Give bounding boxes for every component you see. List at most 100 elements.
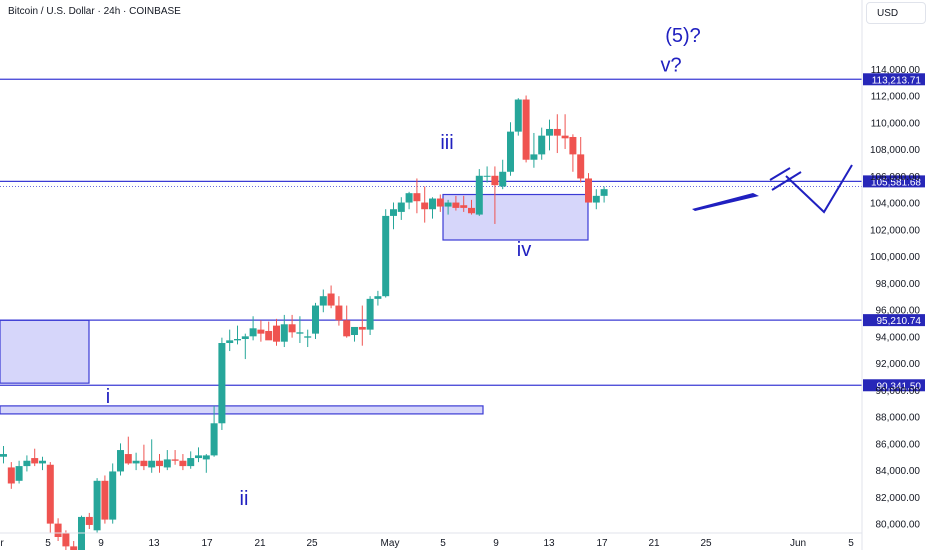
candle-body [171,459,179,461]
candle-body [288,324,296,333]
candle-body [304,336,312,338]
candle-body [397,202,405,212]
y-tick-label: 86,000.00 [876,439,921,450]
candle-body [101,480,109,520]
y-tick-label: 100,000.00 [870,252,920,263]
candle-body [475,175,483,215]
candle-body [109,471,117,520]
candle-body [460,205,468,208]
candle-body [23,460,31,467]
x-tick-label: 25 [306,538,318,549]
candle-body [436,198,444,207]
candle-body [273,325,280,342]
candle-body [187,458,195,467]
y-tick-label: 96,000.00 [876,306,921,317]
chart-title: Bitcoin / U.S. Dollar · 24h · COINBASE [8,6,181,17]
candle-body [312,305,319,334]
candle-body [553,128,561,136]
candle-body [507,131,514,172]
x-tick-label: 17 [596,538,608,549]
candle-body [546,128,553,136]
y-tick-label: 94,000.00 [876,332,921,343]
candle-body [592,195,600,203]
y-tick-label: 80,000.00 [876,520,921,531]
candle-body [561,135,569,139]
candle-body [296,332,304,334]
candle-body [343,320,351,337]
candle-body [39,460,46,464]
candle-body [514,99,522,132]
candle-body [210,423,218,456]
y-tick-label: 114,000.00 [871,65,921,76]
candle-body [452,202,460,208]
candle-body [468,207,475,214]
wedge-lower-line [771,171,802,191]
y-tick-label: 104,000.00 [870,199,920,210]
wave-label: ii [240,488,249,510]
x-tick-label: 25 [700,538,712,549]
candle-body [522,99,530,160]
candle-body [140,460,148,467]
candle-body [117,450,124,472]
candle-body [319,296,327,306]
price-level-label: 90,341.50 [877,381,922,392]
projection-arrow [692,193,759,211]
candle-body [0,454,7,457]
x-tick-label: 13 [148,538,160,549]
candle-body [483,175,491,177]
candle-body [46,464,54,524]
currency-selector[interactable]: USD [866,2,926,24]
candle-body [85,516,93,525]
candle-body [93,480,101,531]
candle-body [366,298,374,330]
candle-body [70,546,78,550]
candle-body [54,523,62,537]
price-level-tag [863,314,925,327]
candle-body [413,193,421,202]
candle-body [249,328,257,337]
wedge-upper-line [769,167,791,181]
candle-body [124,454,132,464]
x-tick-label: 5 [848,538,854,549]
candle-body [499,171,507,187]
candle-body [148,460,156,468]
wave-projection-path [785,164,853,214]
candle-body [600,189,608,196]
drawings-layer [692,164,853,214]
candle-body [358,326,366,330]
candle-body [390,209,397,216]
candle-body [31,458,39,464]
x-tick-label: 17 [201,538,213,549]
x-tick-label: 9 [98,538,104,549]
candle-body [335,305,343,321]
x-tick-label: 21 [254,538,266,549]
price-level-tag [863,73,925,86]
y-tick-label: 110,000.00 [871,118,921,129]
candle-body [234,339,241,341]
candle-body [491,175,499,186]
price-level-tag [863,379,925,392]
levels-layer: 113,213.71 105,581.68 95,210.74 90,341.50 [0,73,925,392]
y-tick-label: 82,000.00 [876,493,921,504]
wave-label: iv [517,239,531,261]
candle-body [132,460,140,464]
wave-label: v? [660,54,681,76]
candle-body [280,324,288,342]
candle-body [382,215,390,297]
candle-body [163,459,171,468]
candle-body [7,467,15,484]
x-tick-label: Jun [790,538,806,549]
wave-label: i [106,386,110,408]
y-tick-label: 88,000.00 [876,413,921,424]
candle-body [421,202,429,210]
candle-body [218,343,226,424]
x-tick-label: 5 [440,538,446,549]
zone-box [0,405,484,415]
candle-body [444,202,452,207]
price-level-label: 113,213.71 [872,75,922,86]
wave-label: iii [440,132,453,154]
candle-body [530,154,538,160]
